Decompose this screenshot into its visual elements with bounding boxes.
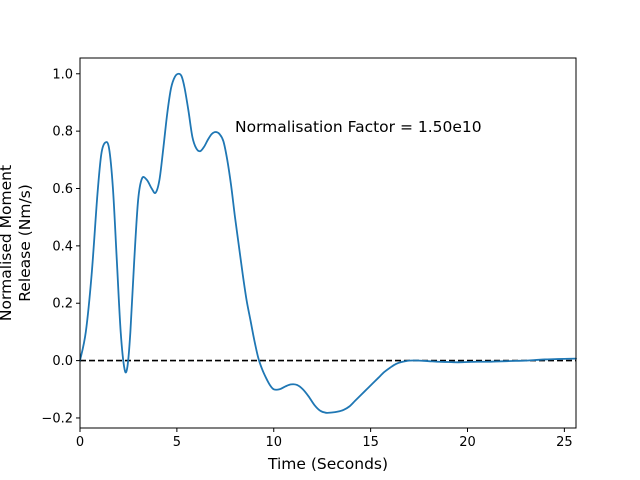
y-tick-label: 0.8: [52, 125, 73, 140]
x-tick-label: 5: [173, 435, 181, 450]
x-tick-label: 10: [265, 435, 282, 450]
x-tick-label: 25: [556, 435, 573, 450]
x-tick-label: 0: [76, 435, 84, 450]
plot-frame: [79, 57, 577, 429]
moment-release-line: [79, 72, 577, 414]
y-tick-label: 0.6: [52, 182, 73, 197]
annotation-text: Normalisation Factor = 1.50e10: [235, 118, 482, 136]
x-tick-label: 15: [362, 435, 379, 450]
y-axis-label: Normalised Moment Release (Nm/s): [0, 165, 34, 321]
y-axis-label-line-1: Normalised Moment: [0, 165, 15, 321]
x-tick-label: 20: [459, 435, 476, 450]
y-tick-label: 0.2: [52, 297, 73, 312]
y-tick-label: −0.2: [41, 411, 73, 426]
y-tick-label: 0.0: [52, 354, 73, 369]
ticks-layer: 0 5 10 15 20 25 −0.2 0.0 0.2 0.4 0.6 0.8 1.0: [41, 67, 572, 450]
y-tick-label: 0.4: [52, 239, 73, 254]
plot-area: [80, 58, 576, 428]
y-axis-label-line-2: Release (Nm/s): [16, 184, 34, 302]
series-layer: [79, 72, 577, 414]
y-tick-label: 1.0: [52, 67, 73, 82]
x-axis-label: Time (Seconds): [267, 455, 388, 473]
